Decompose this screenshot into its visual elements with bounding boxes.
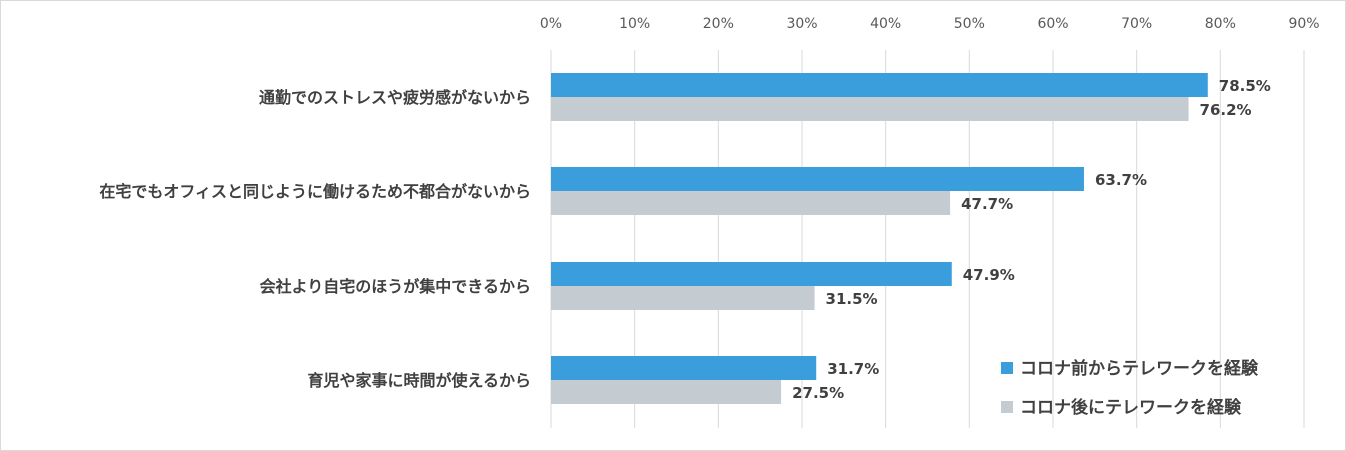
bar — [551, 167, 1084, 191]
bar — [551, 73, 1208, 97]
legend-label: コロナ後にテレワークを経験 — [1020, 397, 1242, 418]
x-tick-label: 20% — [703, 16, 734, 32]
bar — [551, 97, 1189, 121]
bars — [551, 73, 1208, 404]
x-tick-label: 0% — [540, 16, 562, 32]
legend-label: コロナ前からテレワークを経験 — [1020, 358, 1259, 379]
value-labels: 78.5% 63.7% 47.9% 31.7% 76.2% 47.7% 31.5% 27.5% — [792, 77, 1271, 402]
data-label: 31.5% — [826, 290, 878, 308]
x-tick-label: 90% — [1288, 16, 1319, 32]
x-tick-label: 40% — [870, 16, 901, 32]
bar — [551, 262, 952, 286]
x-axis-ticks: 0% 10% 20% 30% 40% 50% 60% 70% 80% 90% — [540, 16, 1320, 32]
x-tick-label: 70% — [1121, 16, 1152, 32]
x-tick-label: 50% — [954, 16, 985, 32]
category-label: 育児や家事に時間が使えるから — [307, 371, 531, 390]
bar — [551, 286, 815, 310]
legend-swatch — [1001, 401, 1013, 413]
x-tick-label: 10% — [619, 16, 650, 32]
bar — [551, 380, 782, 404]
category-label: 在宅でもオフィスと同じように働けるため不都合がないから — [99, 182, 531, 201]
category-labels: 通勤でのストレスや疲労感がないから在宅でもオフィスと同じように働けるため不都合が… — [99, 88, 531, 390]
category-label: 会社より自宅のほうが集中できるから — [260, 277, 531, 296]
legend-swatch — [1001, 362, 1013, 374]
bar — [551, 191, 951, 215]
data-label: 47.7% — [961, 195, 1013, 213]
data-label: 63.7% — [1095, 171, 1147, 189]
data-label: 47.9% — [963, 266, 1015, 284]
data-label: 31.7% — [827, 360, 879, 378]
data-label: 78.5% — [1219, 77, 1271, 95]
bar — [551, 356, 817, 380]
x-tick-label: 30% — [786, 16, 817, 32]
data-label: 76.2% — [1200, 101, 1252, 119]
x-tick-label: 60% — [1037, 16, 1068, 32]
x-tick-label: 80% — [1205, 16, 1236, 32]
data-label: 27.5% — [792, 384, 844, 402]
category-label: 通勤でのストレスや疲労感がないから — [259, 88, 531, 107]
